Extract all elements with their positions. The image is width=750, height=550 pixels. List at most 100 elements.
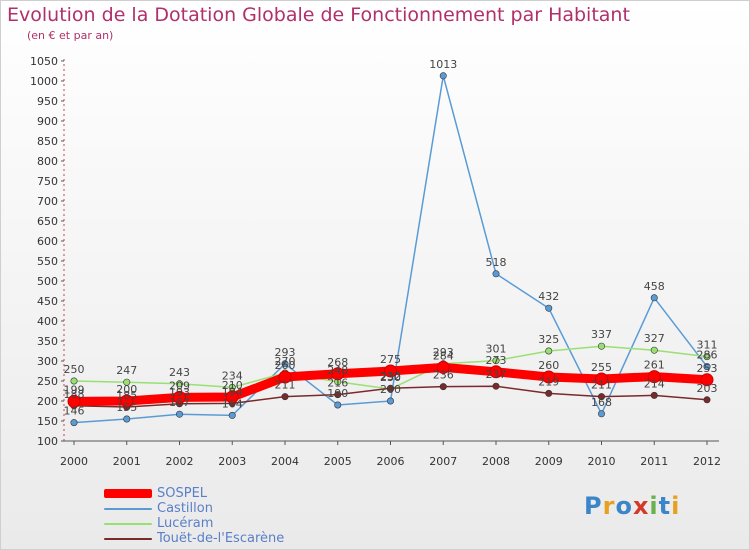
data-label: 286 xyxy=(697,349,718,362)
data-point xyxy=(278,370,292,384)
data-label: 301 xyxy=(486,343,507,356)
data-point xyxy=(650,391,658,399)
proxiti-logo: Proxiti xyxy=(584,492,680,520)
legend-label: Castillon xyxy=(157,501,213,516)
legend-label: Lucéram xyxy=(157,516,214,531)
data-point xyxy=(439,383,447,391)
data-point xyxy=(545,304,553,312)
data-point xyxy=(595,372,608,386)
data-label: 236 xyxy=(433,369,454,382)
logo-letter: o xyxy=(615,492,633,520)
legend-item: Castillon xyxy=(104,501,284,516)
data-label: 194 xyxy=(222,385,243,398)
y-tick-label: 350 xyxy=(37,335,58,348)
data-point xyxy=(70,419,78,427)
data-label: 211 xyxy=(591,379,612,392)
x-tick-label: 2008 xyxy=(482,455,510,468)
data-point xyxy=(70,377,78,385)
data-point xyxy=(225,390,239,404)
legend-label: Touët-de-l'Escarène xyxy=(157,531,285,546)
data-label: 273 xyxy=(486,354,507,367)
data-point xyxy=(384,364,397,378)
data-label: 260 xyxy=(275,359,296,372)
x-tick-label: 2011 xyxy=(640,455,668,468)
data-point xyxy=(703,363,711,371)
y-tick-label: 650 xyxy=(37,215,58,228)
y-tick-label: 850 xyxy=(37,135,58,148)
legend-item: Touët-de-l'Escarène xyxy=(104,531,284,546)
y-tick-label: 1050 xyxy=(30,55,58,68)
data-label: 164 xyxy=(222,397,243,410)
data-label: 275 xyxy=(380,353,401,366)
x-tick-label: 2007 xyxy=(429,455,457,468)
logo-letter: t xyxy=(658,492,672,520)
data-point xyxy=(281,393,289,401)
data-label: 214 xyxy=(644,377,665,390)
data-point xyxy=(700,373,714,387)
data-label: 1013 xyxy=(429,58,457,71)
data-point xyxy=(542,370,556,384)
data-label: 203 xyxy=(697,382,718,395)
data-point xyxy=(545,347,553,355)
data-label: 210 xyxy=(222,379,243,392)
logo-letter: r xyxy=(602,492,616,520)
data-label: 293 xyxy=(275,346,296,359)
legend-swatch xyxy=(104,489,152,498)
data-point xyxy=(597,342,605,350)
x-tick-label: 2000 xyxy=(60,455,88,468)
data-label: 261 xyxy=(644,359,665,372)
y-tick-label: 200 xyxy=(37,395,58,408)
chart-title: Evolution de la Dotation Globale de Fonc… xyxy=(7,4,630,26)
data-label: 325 xyxy=(538,333,559,346)
data-label: 260 xyxy=(538,359,559,372)
legend-label: SOSPEL xyxy=(157,486,208,501)
y-tick-label: 150 xyxy=(37,415,58,428)
legend-swatch xyxy=(104,537,152,540)
data-label: 219 xyxy=(538,375,559,388)
series-layer xyxy=(67,72,714,427)
data-label: 327 xyxy=(644,332,665,345)
x-tick-label: 2009 xyxy=(535,455,563,468)
data-label: 155 xyxy=(116,401,137,414)
data-label: 311 xyxy=(697,339,718,352)
data-label: 518 xyxy=(486,256,507,269)
data-point xyxy=(650,294,658,302)
data-label: 250 xyxy=(64,363,85,376)
data-label: 199 xyxy=(64,383,85,396)
data-label: 190 xyxy=(327,387,348,400)
data-label: 234 xyxy=(222,369,243,382)
data-label: 200 xyxy=(380,383,401,396)
data-label: 216 xyxy=(327,377,348,390)
data-label: 247 xyxy=(116,364,137,377)
logo-letter: i xyxy=(671,492,681,520)
data-point xyxy=(67,394,81,408)
x-tick-label: 2001 xyxy=(113,455,141,468)
logo-letter: i xyxy=(649,492,659,520)
data-point xyxy=(123,415,131,423)
y-tick-label: 500 xyxy=(37,275,58,288)
data-label: 458 xyxy=(644,280,665,293)
data-label: 253 xyxy=(697,362,718,375)
data-labels: 146 155 167 164 293 190 200 1013 518 432 168 458 286… xyxy=(64,58,718,418)
y-tick-label: 700 xyxy=(37,195,58,208)
y-tick-label: 950 xyxy=(37,95,58,108)
data-label: 188 xyxy=(64,388,85,401)
legend-item: Lucéram xyxy=(104,516,284,531)
data-label: 230 xyxy=(380,371,401,384)
data-label: 200 xyxy=(116,383,137,396)
data-point xyxy=(120,394,134,408)
y-tick-label: 600 xyxy=(37,235,58,248)
data-point xyxy=(650,346,658,354)
logo-letter: x xyxy=(632,492,650,520)
x-tick-label: 2004 xyxy=(271,455,299,468)
data-point xyxy=(228,411,236,419)
data-point xyxy=(281,360,289,368)
data-point xyxy=(386,397,394,405)
x-tick-label: 2012 xyxy=(693,455,721,468)
legend-swatch xyxy=(104,507,152,510)
data-label: 209 xyxy=(169,379,190,392)
data-label: 211 xyxy=(275,379,296,392)
data-point xyxy=(492,357,500,365)
